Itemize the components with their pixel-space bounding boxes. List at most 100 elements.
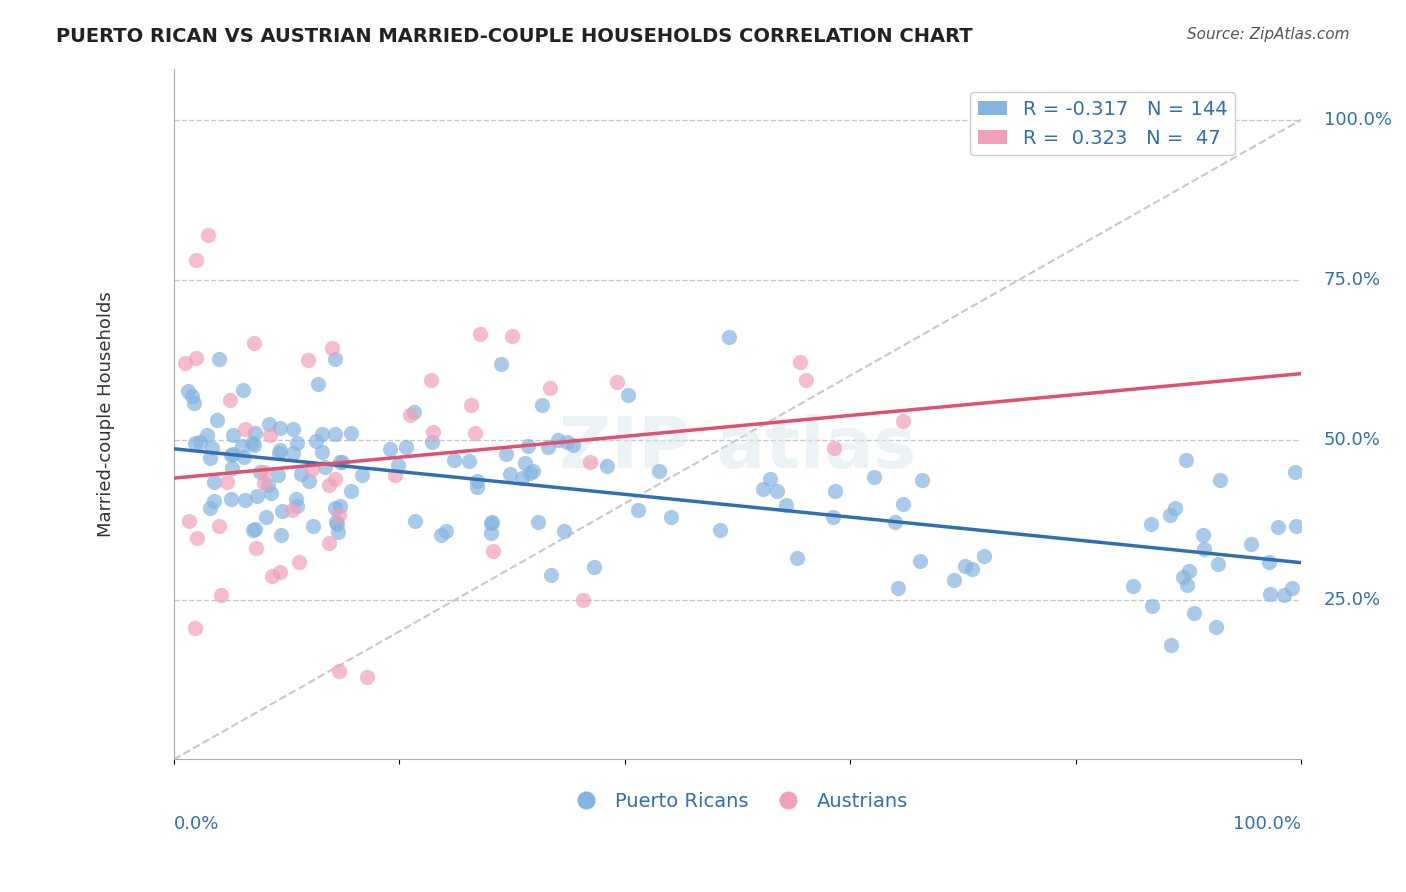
Puerto Ricans	[1240, 537, 1263, 551]
Text: 25.0%: 25.0%	[1324, 591, 1381, 608]
Text: 100.0%: 100.0%	[1324, 111, 1392, 128]
Puerto Ricans	[326, 524, 349, 539]
Austrians	[318, 536, 340, 550]
Puerto Ricans	[824, 483, 846, 498]
Puerto Ricans	[1139, 516, 1161, 531]
Puerto Ricans	[257, 477, 280, 491]
Austrians	[217, 475, 239, 489]
Puerto Ricans	[243, 522, 266, 536]
Puerto Ricans	[458, 454, 481, 468]
Puerto Ricans	[422, 434, 444, 449]
Puerto Ricans	[307, 376, 329, 391]
Puerto Ricans	[430, 528, 453, 542]
Text: 75.0%: 75.0%	[1324, 270, 1381, 289]
Puerto Ricans	[479, 525, 502, 540]
Puerto Ricans	[522, 464, 544, 478]
Puerto Ricans	[387, 458, 409, 472]
Austrians	[893, 414, 915, 428]
Puerto Ricans	[298, 474, 321, 488]
Puerto Ricans	[495, 447, 517, 461]
Puerto Ricans	[232, 383, 254, 397]
Puerto Ricans	[404, 514, 426, 528]
Puerto Ricans	[759, 472, 782, 486]
Puerto Ricans	[201, 441, 224, 455]
Austrians	[208, 519, 231, 533]
Puerto Ricans	[953, 558, 976, 573]
Legend: Puerto Ricans, Austrians: Puerto Ricans, Austrians	[560, 784, 915, 819]
Puerto Ricans	[198, 450, 221, 465]
Puerto Ricans	[184, 436, 207, 450]
Puerto Ricans	[290, 467, 312, 481]
Austrians	[464, 425, 486, 440]
Puerto Ricans	[911, 473, 934, 487]
Puerto Ricans	[908, 553, 931, 567]
Austrians	[260, 568, 283, 582]
Puerto Ricans	[1178, 564, 1201, 578]
Puerto Ricans	[887, 581, 910, 595]
Austrians	[186, 351, 208, 365]
Puerto Ricans	[202, 493, 225, 508]
Puerto Ricans	[1209, 473, 1232, 487]
Austrians	[318, 478, 340, 492]
Austrians	[606, 375, 628, 389]
Puerto Ricans	[330, 455, 353, 469]
Austrians	[468, 326, 491, 341]
Puerto Ricans	[267, 446, 290, 460]
Puerto Ricans	[219, 492, 242, 507]
Text: 0.0%: 0.0%	[174, 814, 219, 833]
Puerto Ricans	[555, 434, 578, 449]
Austrians	[186, 253, 208, 268]
Puerto Ricans	[301, 518, 323, 533]
Puerto Ricans	[1194, 542, 1216, 557]
Austrians	[328, 508, 350, 522]
Puerto Ricans	[207, 351, 229, 366]
Austrians	[288, 555, 311, 569]
Puerto Ricans	[235, 492, 257, 507]
Puerto Ricans	[195, 427, 218, 442]
Puerto Ricans	[285, 436, 308, 450]
Puerto Ricans	[443, 452, 465, 467]
Puerto Ricans	[350, 468, 373, 483]
Austrians	[174, 356, 197, 370]
Puerto Ricans	[325, 515, 347, 529]
Austrians	[399, 408, 422, 422]
Puerto Ricans	[516, 439, 538, 453]
Austrians	[297, 353, 319, 368]
Austrians	[571, 593, 593, 607]
Puerto Ricans	[221, 461, 243, 475]
Puerto Ricans	[884, 516, 907, 530]
Text: Source: ZipAtlas.com: Source: ZipAtlas.com	[1187, 27, 1350, 42]
Puerto Ricans	[323, 351, 346, 366]
Austrians	[796, 373, 818, 387]
Puerto Ricans	[233, 450, 256, 464]
Puerto Ricans	[260, 485, 283, 500]
Austrians	[301, 462, 323, 476]
Puerto Ricans	[617, 388, 640, 402]
Puerto Ricans	[1205, 620, 1227, 634]
Puerto Ricans	[775, 498, 797, 512]
Austrians	[281, 503, 304, 517]
Puerto Ricans	[311, 445, 333, 459]
Austrians	[259, 427, 281, 442]
Text: PUERTO RICAN VS AUSTRIAN MARRIED-COUPLE HOUSEHOLDS CORRELATION CHART: PUERTO RICAN VS AUSTRIAN MARRIED-COUPLE …	[56, 27, 973, 45]
Puerto Ricans	[1284, 465, 1306, 479]
Austrians	[323, 473, 346, 487]
Austrians	[253, 475, 276, 490]
Puerto Ricans	[402, 405, 425, 419]
Puerto Ricans	[434, 524, 457, 539]
Puerto Ricans	[1267, 520, 1289, 534]
Puerto Ricans	[177, 384, 200, 398]
Puerto Ricans	[329, 455, 352, 469]
Puerto Ricans	[709, 523, 731, 537]
Austrians	[501, 328, 523, 343]
Puerto Ricans	[1208, 558, 1230, 572]
Text: 100.0%: 100.0%	[1233, 814, 1301, 833]
Puerto Ricans	[1159, 508, 1181, 523]
Austrians	[219, 392, 242, 407]
Austrians	[384, 467, 406, 482]
Austrians	[184, 621, 207, 635]
Puerto Ricans	[530, 398, 553, 412]
Puerto Ricans	[1160, 638, 1182, 652]
Puerto Ricans	[269, 442, 291, 457]
Puerto Ricans	[1122, 579, 1144, 593]
